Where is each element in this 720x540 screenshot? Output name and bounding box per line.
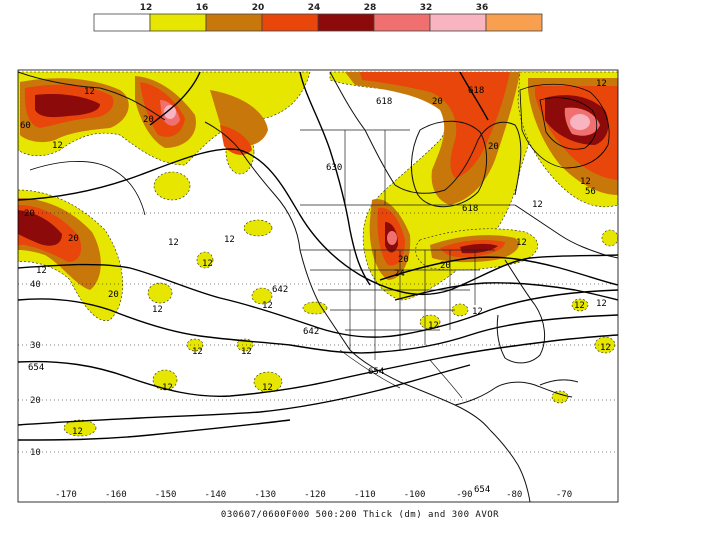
vorticity-label-12: 12 bbox=[580, 177, 591, 187]
political-borders bbox=[300, 129, 515, 399]
vorticity-label-20: 20 bbox=[108, 290, 119, 300]
contour-label-642: 642 bbox=[303, 327, 319, 337]
thickness-contours-east bbox=[379, 256, 618, 301]
vorticity-label-12: 12 bbox=[152, 305, 163, 315]
legend-threshold-labels: 12 16 20 24 28 32 36 bbox=[140, 3, 489, 13]
lat-labels: 40 30 20 10 bbox=[30, 280, 41, 458]
contour-label-654: 654 bbox=[28, 363, 44, 373]
vorticity-label-12: 12 bbox=[162, 383, 173, 393]
lat-gridlines bbox=[18, 212, 618, 453]
lon-label: -150 bbox=[155, 490, 177, 500]
lon-label: -100 bbox=[404, 490, 426, 500]
vorticity-label-12: 12 bbox=[262, 301, 273, 311]
lon-label: -80 bbox=[506, 490, 522, 500]
vorticity-label-12: 12 bbox=[84, 87, 95, 97]
contour-label-630: 630 bbox=[326, 163, 342, 173]
vorticity-label-20: 20 bbox=[432, 97, 443, 107]
lon-label: -90 bbox=[456, 490, 472, 500]
vorticity-label-12: 12 bbox=[52, 141, 63, 151]
legend-threshold-label: 24 bbox=[308, 3, 321, 13]
vorticity-label-12: 12 bbox=[532, 200, 543, 210]
contour-label-618: 618 bbox=[462, 204, 478, 214]
vorticity-label-12: 12 bbox=[168, 238, 179, 248]
legend-color-boxes bbox=[93, 13, 543, 32]
lon-label: -170 bbox=[55, 490, 77, 500]
vorticity-shading-36 bbox=[164, 105, 590, 130]
lat-label: 10 bbox=[30, 448, 41, 458]
lon-label: -140 bbox=[205, 490, 227, 500]
legend-threshold-label: 16 bbox=[196, 3, 209, 13]
lon-label: -160 bbox=[105, 490, 127, 500]
lon-label: -130 bbox=[254, 490, 276, 500]
contour-label-618: 618 bbox=[468, 86, 484, 96]
contour-label-618: 618 bbox=[376, 97, 392, 107]
contour-label-654: 654 bbox=[368, 367, 384, 377]
color-scale-legend: 12 16 20 24 28 32 36 bbox=[93, 3, 543, 32]
vorticity-label-12: 12 bbox=[596, 299, 607, 309]
contour-label-642: 642 bbox=[272, 285, 288, 295]
vorticity-label-12: 12 bbox=[224, 235, 235, 245]
vorticity-label-12: 12 bbox=[241, 347, 252, 357]
lon-label: -110 bbox=[354, 490, 376, 500]
vorticity-label-12: 12 bbox=[574, 301, 585, 311]
vorticity-label-20: 20 bbox=[488, 142, 499, 152]
vorticity-label-12: 12 bbox=[36, 266, 47, 276]
vorticity-label-12: 12 bbox=[192, 347, 203, 357]
vorticity-label-20: 20 bbox=[398, 255, 409, 265]
lat-label: 40 bbox=[30, 280, 41, 290]
vorticity-label-12: 12 bbox=[262, 383, 273, 393]
vorticity-label-12: 12 bbox=[72, 427, 83, 437]
vorticity-label-12: 12 bbox=[428, 321, 439, 331]
thickness-contours bbox=[18, 71, 618, 441]
legend-threshold-label: 32 bbox=[420, 3, 433, 13]
vorticity-label-60: 60 bbox=[20, 121, 31, 131]
vorticity-label-12: 12 bbox=[596, 79, 607, 89]
legend-threshold-label: 20 bbox=[252, 3, 265, 13]
map-frame bbox=[17, 69, 619, 503]
map-caption: 030607/0600F000 500:200 Thick (dm) and 3… bbox=[220, 510, 500, 520]
vorticity-label-20: 20 bbox=[68, 234, 79, 244]
vorticity-contours bbox=[29, 83, 610, 216]
contour-labels: 618 618 618 630 642 642 654 654 654 60 1… bbox=[20, 79, 611, 495]
contour-label-654: 654 bbox=[474, 485, 490, 495]
vorticity-label-20: 20 bbox=[440, 261, 451, 271]
legend-color-box bbox=[485, 13, 543, 32]
lat-label: 20 bbox=[30, 396, 41, 406]
vorticity-label-20: 20 bbox=[143, 115, 154, 125]
vorticity-label-20: 20 bbox=[24, 209, 35, 219]
vorticity-label-12: 12 bbox=[202, 259, 213, 269]
vorticity-label-12: 12 bbox=[600, 343, 611, 353]
lon-labels: -170 -160 -150 -140 -130 -120 -110 -100 -90 -80 -7… bbox=[55, 490, 572, 500]
legend-threshold-label: 12 bbox=[140, 3, 153, 13]
legend-threshold-label: 36 bbox=[476, 3, 489, 13]
lon-label: -70 bbox=[556, 490, 572, 500]
vorticity-label-12: 12 bbox=[516, 238, 527, 248]
map-field-layer bbox=[18, 71, 618, 502]
vorticity-label-12: 12 bbox=[472, 307, 483, 317]
lat-label: 30 bbox=[30, 341, 41, 351]
vorticity-label-56: 56 bbox=[585, 187, 596, 197]
legend-threshold-label: 28 bbox=[364, 3, 377, 13]
lon-label: -120 bbox=[304, 490, 326, 500]
vorticity-label-24: 24 bbox=[394, 269, 405, 279]
